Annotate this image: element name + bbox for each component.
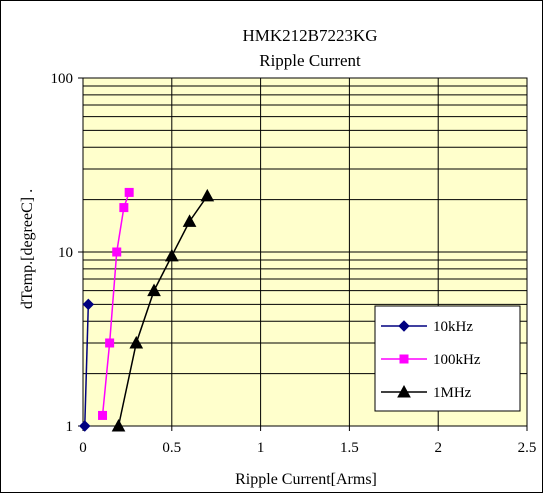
data-point-1mhz — [129, 335, 144, 349]
data-point-1mhz — [164, 248, 179, 262]
legend-label-100khz: 100kHz — [433, 352, 481, 368]
data-point-1mhz — [200, 188, 215, 202]
y-axis-label: dTemp.[degreeC] . — [19, 189, 36, 309]
data-point-100khz — [98, 410, 108, 420]
data-point-1mhz — [111, 418, 126, 432]
data-point-100khz — [105, 338, 115, 348]
data-point-10khz — [79, 420, 91, 432]
legend-label-10khz: 10kHz — [433, 319, 473, 335]
data-point-100khz — [119, 203, 129, 213]
legend-marker-1mhz — [397, 384, 411, 398]
y-tick-label: 100 — [51, 71, 74, 87]
plot-area: 0 0.5 1 1.5 2 2.5 1 10 100 — [51, 71, 537, 456]
x-axis-label: Ripple Current[Arms] — [235, 471, 377, 488]
x-tick-label: 2 — [434, 440, 442, 456]
data-point-100khz — [124, 187, 134, 197]
legend-marker-10khz — [398, 320, 410, 332]
x-tick-label: 0.5 — [162, 440, 181, 456]
x-tick-label: 0 — [79, 440, 87, 456]
legend-marker-100khz — [399, 354, 409, 364]
legend: 10kHz 100kHz 1MHz — [374, 305, 521, 412]
x-tick-label: 1.5 — [340, 440, 359, 456]
x-tick-label: 1 — [257, 440, 265, 456]
series-line-1mhz — [117, 195, 208, 427]
series-line-10khz — [84, 304, 90, 427]
chart-subtitle: Ripple Current — [259, 51, 361, 70]
y-tick-label: 10 — [58, 245, 73, 261]
data-point-1mhz — [147, 283, 161, 297]
legend-label-1mhz: 1MHz — [433, 385, 472, 401]
data-point-100khz — [112, 247, 122, 257]
y-tick-label: 1 — [66, 419, 74, 435]
chart-title: HMK212B7223KG — [242, 26, 377, 45]
data-point-10khz — [82, 298, 95, 311]
data-point-1mhz — [182, 214, 197, 227]
x-tick-label: 2.5 — [518, 440, 537, 456]
